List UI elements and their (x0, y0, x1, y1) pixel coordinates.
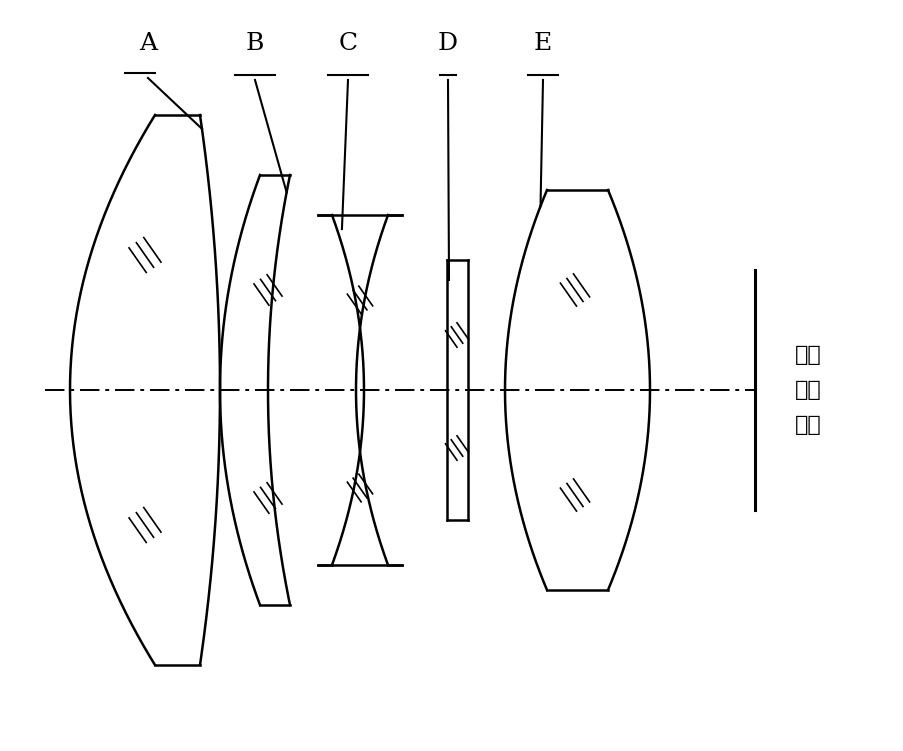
Text: E: E (534, 32, 552, 55)
Text: 限探: 限探 (794, 380, 821, 400)
Text: B: B (246, 32, 264, 55)
Text: A: A (139, 32, 157, 55)
Text: 测器: 测器 (794, 415, 821, 435)
Text: 四象: 四象 (794, 345, 821, 365)
Text: D: D (437, 32, 458, 55)
Text: C: C (338, 32, 358, 55)
